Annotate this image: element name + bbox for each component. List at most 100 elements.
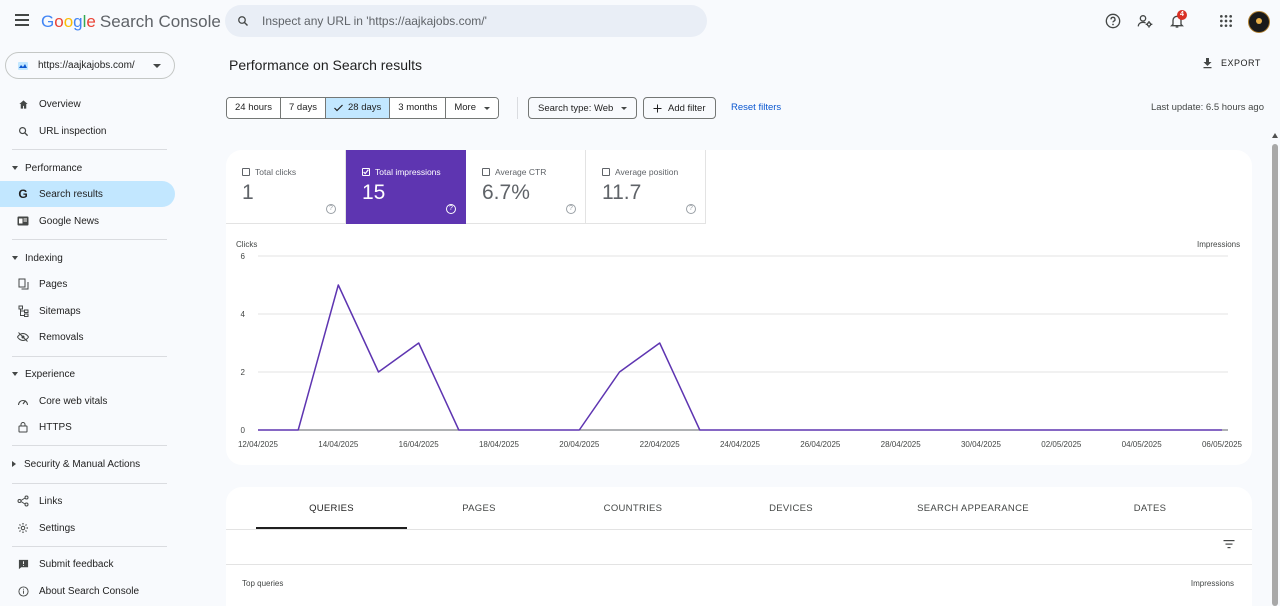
date-range-more[interactable]: More [446,98,498,118]
tab-dates[interactable]: DATES [1133,503,1167,514]
tab-devices[interactable]: DEVICES [769,503,813,514]
column-header-top-queries[interactable]: Top queries [242,579,284,588]
date-range-3-months[interactable]: 3 months [390,98,447,118]
sidebar-item-https[interactable]: HTTPS [0,414,175,440]
sidebar-section-label: Security & Manual Actions [24,458,141,470]
sidebar-item-overview[interactable]: Overview [0,91,175,117]
metric-value: 1 [242,181,254,204]
checkbox-checked-icon[interactable] [362,168,370,176]
caret-down-icon [12,372,18,376]
tab-queries[interactable]: QUERIES [309,503,354,514]
reset-filters-link[interactable]: Reset filters [731,102,782,113]
x-tick-label: 30/04/2025 [961,440,1002,449]
help-icon[interactable]: ? [686,204,696,214]
chevron-down-icon [153,64,161,68]
apps-icon[interactable] [1218,13,1234,29]
y-tick-label: 2 [241,368,246,377]
date-range-28-days[interactable]: 28 days [325,98,391,118]
sidebar-item-about[interactable]: About Search Console [0,578,175,604]
check-icon [334,104,343,112]
search-type-filter[interactable]: Search type: Web [528,97,638,119]
filter-rows-icon[interactable] [1223,539,1235,549]
help-icon[interactable]: ? [566,204,576,214]
tab-search-appearance[interactable]: SEARCH APPEARANCE [917,503,1029,514]
metric-label: Average position [615,167,679,177]
sidebar-item-url-inspection[interactable]: URL inspection [0,118,175,144]
search-console-logo[interactable]: Google Search Console [41,12,221,32]
account-avatar[interactable] [1248,11,1270,33]
metric-total-impressions[interactable]: Total impressions 15 ? [346,150,466,224]
page-scrollbar[interactable] [1270,130,1280,606]
export-label: EXPORT [1221,58,1261,68]
sidebar-item-label: Overview [39,98,81,110]
sidebar-section-label: Experience [25,368,76,380]
eye-off-icon [17,331,29,343]
caret-right-icon [12,461,16,467]
manage-users-icon[interactable] [1137,13,1153,29]
sidebar-item-links[interactable]: Links [0,488,175,514]
sidebar-section-security[interactable]: Security & Manual Actions [0,454,140,474]
date-range-24-hours[interactable]: 24 hours [227,98,281,118]
sidebar-item-removals[interactable]: Removals [0,324,175,350]
scrollbar-thumb[interactable] [1272,144,1278,606]
url-inspection-search[interactable] [225,5,707,37]
sidebar-item-label: URL inspection [39,125,107,137]
search-icon [17,125,29,137]
checkbox-icon[interactable] [242,168,250,176]
property-icon [18,61,28,70]
date-range-7-days[interactable]: 7 days [280,98,326,118]
caret-down-icon [12,256,18,260]
sidebar-divider [12,356,167,357]
logo-letter: o [63,12,74,31]
sidebar-item-submit-feedback[interactable]: Submit feedback [0,551,175,577]
sidebar-item-label: About Search Console [39,585,140,597]
gauge-icon [17,395,29,407]
property-selector[interactable]: https://aajkajobs.com/ [5,52,175,79]
sidebar-section-experience[interactable]: Experience [0,364,75,384]
date-range-selector: 24 hours 7 days 28 days 3 months More [226,97,499,119]
sidebar-divider [12,546,167,547]
help-icon[interactable]: ? [326,204,336,214]
checkbox-icon[interactable] [482,168,490,176]
sidebar-item-core-web-vitals[interactable]: Core web vitals [0,388,175,414]
column-header-impressions[interactable]: Impressions [1190,579,1234,588]
scroll-up-arrow-icon[interactable] [1272,133,1278,138]
tab-pages[interactable]: PAGES [462,503,496,514]
y-tick-label: 6 [241,252,246,261]
add-filter-button[interactable]: Add filter [643,97,716,119]
sidebar-item-label: Settings [39,522,76,534]
sidebar-section-label: Indexing [25,252,63,264]
metric-average-ctr[interactable]: Average CTR 6.7% ? [466,150,586,224]
main-menu-icon[interactable] [15,14,29,26]
sidebar-item-pages[interactable]: Pages [0,271,175,297]
metric-total-clicks[interactable]: Total clicks 1 ? [226,150,346,224]
sidebar-item-search-results[interactable]: G Search results [0,181,175,207]
x-tick-label: 22/04/2025 [640,440,681,449]
x-tick-label: 18/04/2025 [479,440,520,449]
sidebar-item-settings[interactable]: Settings [0,515,175,541]
checkbox-icon[interactable] [602,168,610,176]
sidebar-section-label: Performance [25,162,83,174]
sidebar-section-indexing[interactable]: Indexing [0,248,63,268]
news-icon [17,215,29,227]
help-icon[interactable] [1105,13,1121,29]
date-range-label: 28 days [347,102,382,113]
sidebar-item-sitemaps[interactable]: Sitemaps [0,298,175,324]
tab-countries[interactable]: COUNTRIES [603,503,663,514]
sidebar-item-label: Sitemaps [39,305,81,317]
plus-icon [653,104,662,112]
caret-down-icon [484,106,490,110]
sidebar-item-google-news[interactable]: Google News [0,208,175,234]
date-range-label: 24 hours [235,102,272,113]
sidebar-section-performance[interactable]: Performance [0,158,82,178]
sidebar-item-label: HTTPS [39,421,72,433]
metric-average-position[interactable]: Average position 11.7 ? [586,150,706,224]
export-button[interactable]: EXPORT [1202,57,1261,69]
search-input[interactable] [262,14,682,28]
active-tab-indicator [256,527,407,529]
add-filter-label: Add filter [668,102,706,114]
metric-value: 6.7% [482,181,530,204]
help-icon[interactable]: ? [446,204,456,214]
performance-line-chart: 0 2 4 6 12/04/2025 14/04/2025 16/04/2025 18/04/… [238,252,1243,449]
gear-icon [17,522,29,534]
